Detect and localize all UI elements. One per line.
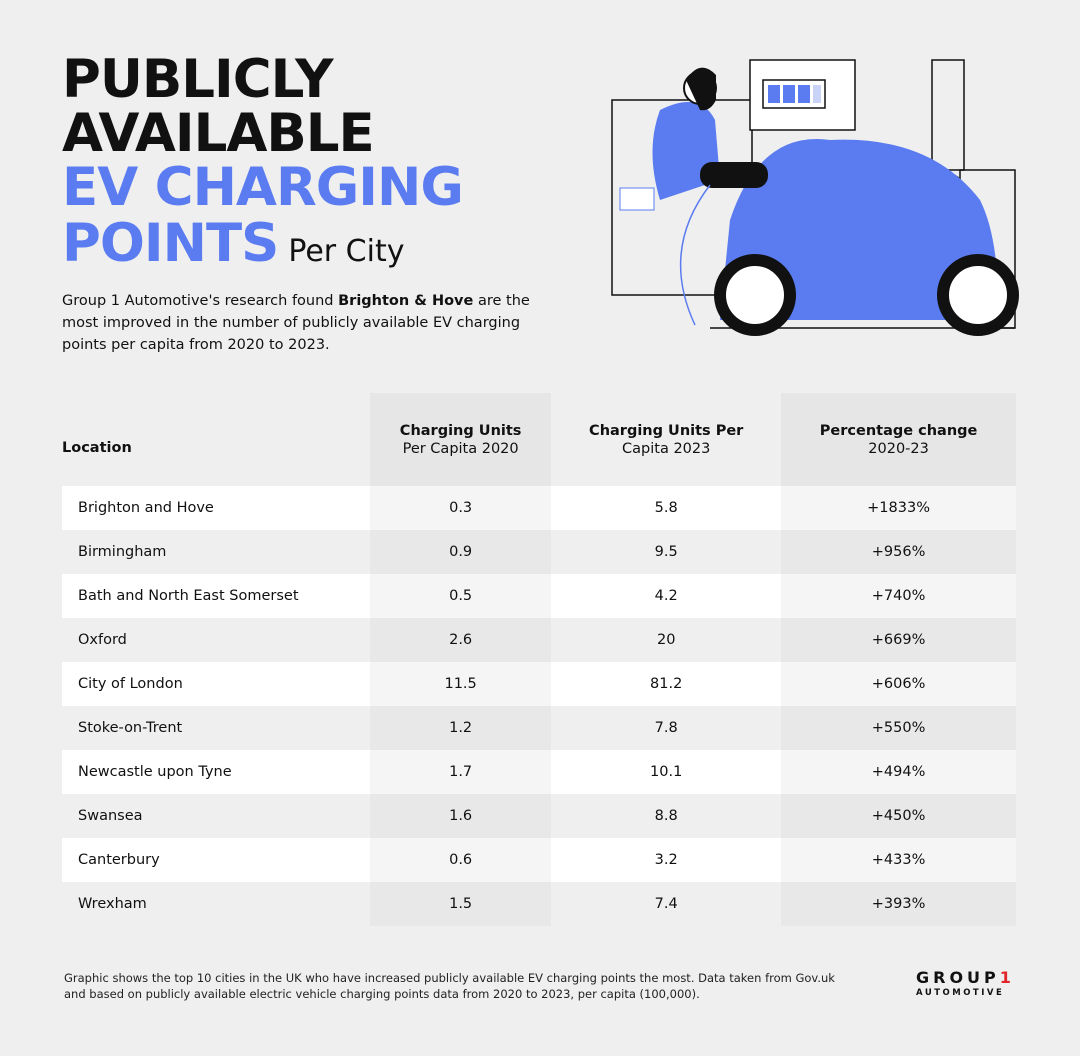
title-line-2: AVAILABLE	[62, 103, 375, 164]
cell-2020: 0.6	[370, 838, 552, 882]
cell-change: +669%	[781, 618, 1016, 662]
table-row: Stoke-on-Trent 1.2 7.8 +550%	[62, 706, 1016, 750]
table-header-row: Location Charging Units Per Capita 2020 C…	[62, 393, 1016, 486]
table-row: Bath and North East Somerset 0.5 4.2 +740%	[62, 574, 1016, 618]
cell-2023: 4.2	[551, 574, 782, 618]
table-row: Oxford 2.6 20 +669%	[62, 618, 1016, 662]
cell-change: +956%	[781, 530, 1016, 574]
header-percentage-change: Percentage change 2020-23	[781, 393, 1016, 486]
table-row: City of London 11.5 81.2 +606%	[62, 662, 1016, 706]
title-line-4: POINTS Per City	[62, 216, 404, 280]
cell-2023: 5.8	[551, 486, 782, 530]
cell-2023: 81.2	[551, 662, 782, 706]
cell-2020: 0.9	[370, 530, 552, 574]
title-points: POINTS	[62, 213, 279, 274]
cell-2020: 0.5	[370, 574, 552, 618]
footnote: Graphic shows the top 10 cities in the U…	[64, 971, 835, 1001]
cell-2020: 1.7	[370, 750, 552, 794]
cell-change: +740%	[781, 574, 1016, 618]
cell-location: Oxford	[62, 618, 370, 662]
id-card-icon	[619, 187, 655, 211]
cell-change: +1833%	[781, 486, 1016, 530]
table-row: Newcastle upon Tyne 1.7 10.1 +494%	[62, 750, 1016, 794]
cell-location: Swansea	[62, 794, 370, 838]
table-row: Birmingham 0.9 9.5 +956%	[62, 530, 1016, 574]
cell-2023: 10.1	[551, 750, 782, 794]
charging-points-table: Location Charging Units Per Capita 2020 C…	[62, 393, 1016, 926]
cell-2020: 1.2	[370, 706, 552, 750]
charging-cable	[679, 184, 711, 326]
table-row: Canterbury 0.6 3.2 +433%	[62, 838, 1016, 882]
group1-logo: GROUP1 AUTOMOTIVE	[916, 968, 1015, 998]
header-2023: Charging Units Per Capita 2023	[589, 422, 744, 457]
cell-2023: 8.8	[551, 794, 782, 838]
cell-change: +494%	[781, 750, 1016, 794]
cell-location: City of London	[62, 662, 370, 706]
cell-2020: 11.5	[370, 662, 552, 706]
cell-2020: 0.3	[370, 486, 552, 530]
cell-2023: 7.8	[551, 706, 782, 750]
cell-change: +393%	[781, 882, 1016, 926]
building-icon	[931, 59, 965, 171]
cell-change: +433%	[781, 838, 1016, 882]
cell-location: Newcastle upon Tyne	[62, 750, 370, 794]
charging-plug	[700, 162, 768, 188]
title-line-1: PUBLICLY	[62, 49, 334, 110]
cell-change: +450%	[781, 794, 1016, 838]
title-line-3: EV CHARGING	[62, 157, 464, 218]
ev-charging-illustration	[611, 59, 1019, 336]
cell-location: Stoke-on-Trent	[62, 706, 370, 750]
intro-paragraph: Group 1 Automotive's research found Brig…	[62, 290, 532, 356]
battery-icon	[762, 79, 826, 109]
car-wheel-front	[714, 254, 796, 336]
cell-location: Brighton and Hove	[62, 486, 370, 530]
intro-highlight: Brighton & Hove	[338, 293, 474, 309]
cell-2020: 1.5	[370, 882, 552, 926]
table-row: Brighton and Hove 0.3 5.8 +1833%	[62, 486, 1016, 530]
table-row: Swansea 1.6 8.8 +450%	[62, 794, 1016, 838]
title-suffix: Per City	[288, 234, 405, 269]
cell-location: Canterbury	[62, 838, 370, 882]
cell-change: +606%	[781, 662, 1016, 706]
cell-change: +550%	[781, 706, 1016, 750]
intro-text: Group 1 Automotive's research found	[62, 293, 339, 309]
cell-location: Bath and North East Somerset	[62, 574, 370, 618]
header-2020: Charging Units Per Capita 2020	[370, 393, 552, 486]
header-location: Location	[62, 439, 132, 456]
intro-text-end: are the most improved in the number of p…	[62, 293, 530, 353]
cell-2023: 7.4	[551, 882, 782, 926]
cell-2023: 9.5	[551, 530, 782, 574]
cell-2023: 3.2	[551, 838, 782, 882]
cell-location: Birmingham	[62, 530, 370, 574]
car-wheel-rear	[937, 254, 1019, 336]
cell-2023: 20	[551, 618, 782, 662]
cell-location: Wrexham	[62, 882, 370, 926]
cell-2020: 2.6	[370, 618, 552, 662]
cell-2020: 1.6	[370, 794, 552, 838]
table-row: Wrexham 1.5 7.4 +393%	[62, 882, 1016, 926]
